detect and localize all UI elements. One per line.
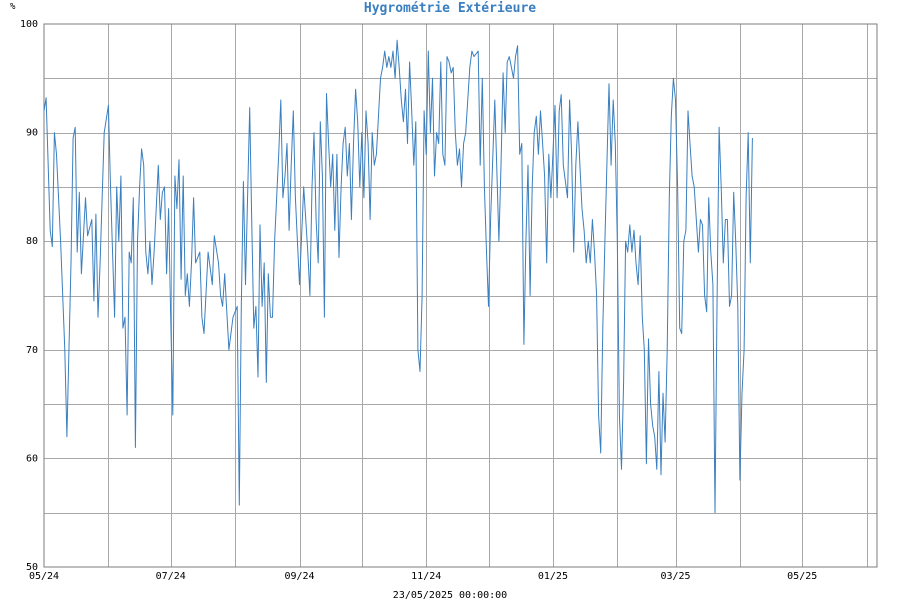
y-tick-label: 50 xyxy=(26,562,38,573)
x-tick-label: 05/25 xyxy=(787,571,817,582)
x-tick-label: 11/24 xyxy=(411,571,441,582)
plot-frame xyxy=(43,23,878,568)
x-axis-label: 23/05/2025 00:00:00 xyxy=(393,590,507,600)
x-tick-label: 05/24 xyxy=(29,571,59,582)
x-tick-label: 07/24 xyxy=(156,571,186,582)
x-tick-label: 03/25 xyxy=(660,571,690,582)
x-tick-labels: 05/24 07/24 09/24 11/24 01/25 03/25 05/25 xyxy=(29,571,817,582)
y-tick-label: 100 xyxy=(20,19,38,30)
x-tick-label: 09/24 xyxy=(284,571,314,582)
y-tick-label: 90 xyxy=(26,128,38,139)
y-tick-labels: 50 60 70 80 90 100 xyxy=(20,19,38,573)
series-layer xyxy=(43,39,753,514)
x-tick-label: 01/25 xyxy=(538,571,568,582)
y-tick-label: 70 xyxy=(26,345,38,356)
humidity-series-line xyxy=(43,39,753,514)
y-unit-label: % xyxy=(10,2,16,12)
y-tick-label: 60 xyxy=(26,453,38,464)
chart-title: Hygrométrie Extérieure xyxy=(364,1,536,16)
y-tick-label: 80 xyxy=(26,236,38,247)
